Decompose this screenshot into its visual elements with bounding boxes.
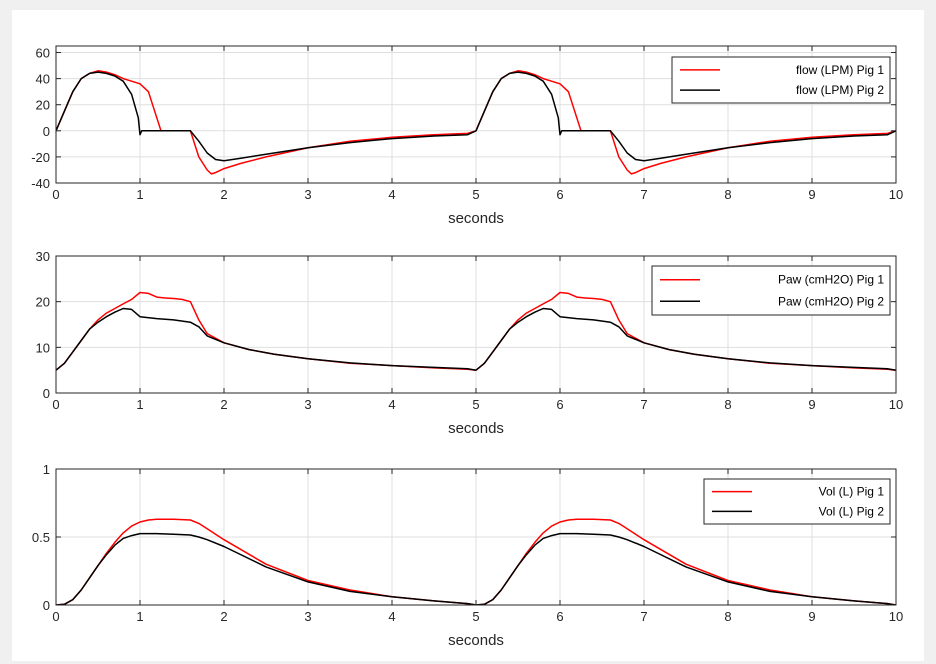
y-tick-label: 20: [36, 295, 50, 310]
y-tick-label: 1: [43, 462, 50, 477]
x-tick-label: 2: [220, 187, 227, 202]
series-line-2: [56, 532, 896, 605]
x-tick-label: 10: [889, 187, 903, 202]
legend-label-2: Vol (L) Pig 2: [819, 504, 885, 518]
y-tick-label: 0.5: [32, 530, 50, 545]
subplot-2: 0 1 2 3 4 5 6 7 8 9 10 0 10 20 30 seconds Paw (cmH2O) Pi…: [36, 249, 904, 437]
y-tick-label: 0: [43, 124, 50, 139]
x-axis-label: seconds: [448, 420, 504, 437]
x-axis-label: seconds: [448, 210, 504, 227]
x-tick-label: 7: [640, 397, 647, 412]
x-tick-label: 8: [724, 609, 731, 624]
y-tick-label: -40: [31, 176, 50, 191]
x-tick-label: 6: [556, 397, 563, 412]
x-tick-label: 0: [52, 397, 59, 412]
legend: flow (LPM) Pig 1 flow (LPM) Pig 2: [671, 56, 891, 104]
legend-label-1: Paw (cmH2O) Pig 1: [778, 273, 884, 287]
legend-label-2: Paw (cmH2O) Pig 2: [778, 294, 884, 308]
y-tick-label: 60: [36, 46, 50, 61]
x-tick-label: 8: [724, 397, 731, 412]
y-tick-label: 0: [43, 386, 50, 401]
legend-box: [651, 265, 891, 316]
series-line-1: [56, 518, 896, 605]
x-tick-label: 3: [304, 187, 311, 202]
legend-box: [671, 56, 891, 104]
legend-label-1: Vol (L) Pig 1: [819, 485, 885, 499]
x-tick-label: 4: [388, 609, 395, 624]
x-tick-label: 1: [136, 397, 143, 412]
series-line-2: [56, 307, 896, 371]
y-tick-label: 30: [36, 249, 50, 264]
x-tick-label: 0: [52, 609, 59, 624]
x-tick-label: 4: [388, 397, 395, 412]
x-tick-label: 1: [136, 609, 143, 624]
x-tick-label: 5: [472, 609, 479, 624]
x-tick-label: 9: [808, 609, 815, 624]
x-tick-label: 9: [808, 397, 815, 412]
legend: Paw (cmH2O) Pig 1 Paw (cmH2O) Pig 2: [651, 265, 891, 316]
series-line-2: [56, 71, 896, 162]
x-tick-label: 8: [724, 187, 731, 202]
subplot-1: 0 1 2 3 4 5 6 7 8 9 10 -40 -20 0 20 40 60 seconds flow (LP…: [31, 45, 903, 227]
x-tick-label: 10: [889, 609, 903, 624]
x-tick-label: 7: [640, 187, 647, 202]
x-tick-label: 4: [388, 187, 395, 202]
legend-label-1: flow (LPM) Pig 1: [796, 63, 884, 77]
legend-box: [703, 478, 891, 525]
x-tick-label: 9: [808, 187, 815, 202]
x-tick-label: 5: [472, 397, 479, 412]
y-tick-label: 40: [36, 72, 50, 87]
y-tick-label: 20: [36, 98, 50, 113]
x-tick-label: 10: [889, 397, 903, 412]
x-tick-label: 3: [304, 609, 311, 624]
x-tick-label: 2: [220, 609, 227, 624]
x-tick-label: 0: [52, 187, 59, 202]
x-tick-label: 7: [640, 609, 647, 624]
x-tick-label: 1: [136, 187, 143, 202]
x-tick-label: 6: [556, 187, 563, 202]
x-tick-label: 6: [556, 609, 563, 624]
y-tick-label: 0: [43, 598, 50, 613]
legend-label-2: flow (LPM) Pig 2: [796, 83, 884, 97]
x-tick-label: 2: [220, 397, 227, 412]
legend: Vol (L) Pig 1 Vol (L) Pig 2: [703, 478, 891, 525]
x-tick-label: 5: [472, 187, 479, 202]
x-tick-label: 3: [304, 397, 311, 412]
x-axis-label: seconds: [448, 632, 504, 649]
y-tick-label: -20: [31, 150, 50, 165]
y-tick-label: 10: [36, 340, 50, 355]
